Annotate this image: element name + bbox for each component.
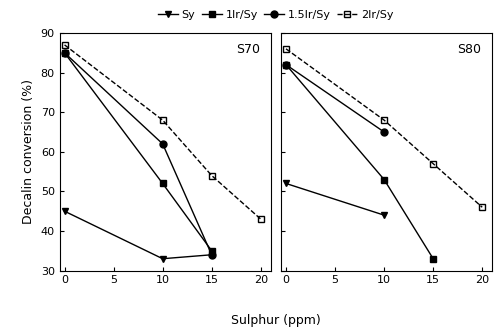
- Text: Sulphur (ppm): Sulphur (ppm): [231, 314, 321, 327]
- Text: S70: S70: [236, 43, 260, 55]
- Text: S80: S80: [457, 43, 482, 55]
- Y-axis label: Decalin conversion (%): Decalin conversion (%): [22, 79, 35, 224]
- Legend: Sy, 1Ir/Sy, 1.5Ir/Sy, 2Ir/Sy: Sy, 1Ir/Sy, 1.5Ir/Sy, 2Ir/Sy: [154, 6, 398, 24]
